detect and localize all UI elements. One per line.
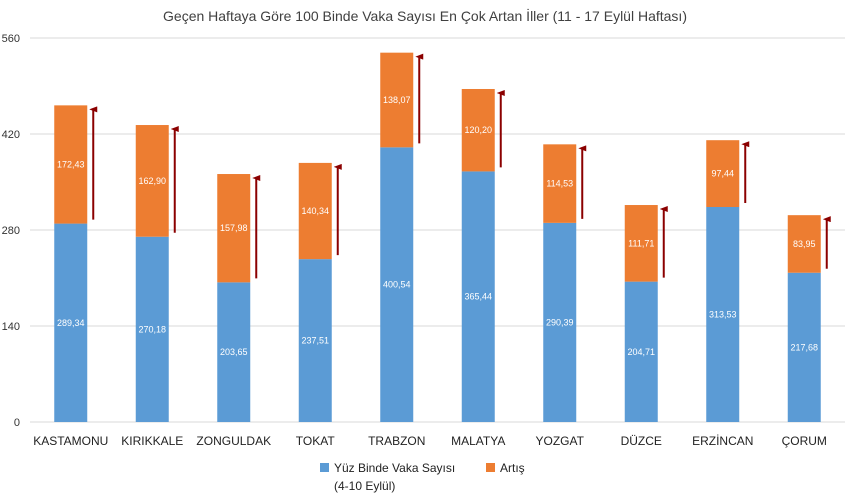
bar-base <box>624 281 658 422</box>
bar-increase <box>624 205 658 282</box>
data-label-increase: 157,98 <box>220 223 248 233</box>
chart-title: Geçen Haftaya Göre 100 Binde Vaka Sayısı… <box>163 7 687 24</box>
bar-increase <box>543 144 577 223</box>
bar-base <box>787 272 821 422</box>
data-label-base: 313,53 <box>709 310 737 320</box>
data-label-base: 400,54 <box>383 280 411 290</box>
data-label-base: 270,18 <box>138 324 166 334</box>
legend-swatch-increase <box>486 463 495 472</box>
data-label-increase: 140,34 <box>301 206 329 216</box>
data-label-base: 237,51 <box>301 336 329 346</box>
data-label-increase: 162,90 <box>138 176 166 186</box>
x-tick-label: MALATYA <box>451 434 505 448</box>
data-label-increase: 120,20 <box>464 125 492 135</box>
data-label-base: 289,34 <box>57 318 85 328</box>
bar-increase <box>135 125 169 237</box>
data-label-increase: 138,07 <box>383 95 411 105</box>
data-label-base: 217,68 <box>790 342 818 352</box>
legend-label-base: Yüz Binde Vaka Sayısı <box>334 461 455 475</box>
bar-base <box>461 171 495 422</box>
data-label-base: 290,39 <box>546 317 574 327</box>
data-label-base: 203,65 <box>220 347 248 357</box>
legend-label-base-period: (4-10 Eylül) <box>334 479 395 493</box>
data-label-increase: 97,44 <box>711 169 734 179</box>
bar-increase <box>298 162 332 260</box>
bar-increase <box>217 174 251 283</box>
legend-label-increase: Artış <box>500 461 525 475</box>
y-axis: 0 140 280 420 560 <box>2 33 20 429</box>
bar-base <box>54 223 88 422</box>
bar-increase <box>54 105 88 224</box>
bar-base <box>706 207 740 422</box>
legend: Yüz Binde Vaka Sayısı (4-10 Eylül) Artış <box>320 461 525 493</box>
bar-base <box>298 259 332 422</box>
data-label-base: 204,71 <box>627 347 655 357</box>
x-tick-label: YOZGAT <box>536 434 585 448</box>
x-tick-label: DÜZCE <box>621 434 662 448</box>
bar-base <box>217 282 251 422</box>
x-tick-label: TOKAT <box>296 434 336 448</box>
y-tick-label: 0 <box>14 417 20 429</box>
x-axis: KASTAMONU KIRIKKALE ZONGULDAK TOKAT TRABZON M… <box>33 434 827 448</box>
y-tick-label: 140 <box>2 321 20 333</box>
bar-increase <box>706 140 740 208</box>
bar-base <box>380 147 414 422</box>
x-tick-label: KASTAMONU <box>33 434 108 448</box>
x-tick-label: KIRIKKALE <box>121 434 183 448</box>
data-label-increase: 172,43 <box>57 159 85 169</box>
x-tick-label: ÇORUM <box>782 434 827 448</box>
x-tick-label: TRABZON <box>368 434 425 448</box>
y-tick-label: 560 <box>2 33 20 45</box>
data-label-base: 365,44 <box>464 292 492 302</box>
data-label-increase: 114,53 <box>546 179 573 189</box>
bar-increase <box>787 215 821 273</box>
x-tick-label: ERZİNCAN <box>692 434 753 448</box>
bar-base <box>135 236 169 422</box>
legend-swatch-base <box>320 463 329 472</box>
y-tick-label: 420 <box>2 129 20 141</box>
x-tick-label: ZONGULDAK <box>196 434 271 448</box>
data-label-increase: 83,95 <box>793 239 816 249</box>
bars: 289,34 172,43 270,18 162,90 203,65 157,98 237,… <box>54 52 831 422</box>
bar-increase <box>380 52 414 148</box>
y-tick-label: 280 <box>2 225 20 237</box>
bar-increase <box>461 88 495 172</box>
bar-base <box>543 222 577 422</box>
data-label-increase: 111,71 <box>628 238 654 248</box>
